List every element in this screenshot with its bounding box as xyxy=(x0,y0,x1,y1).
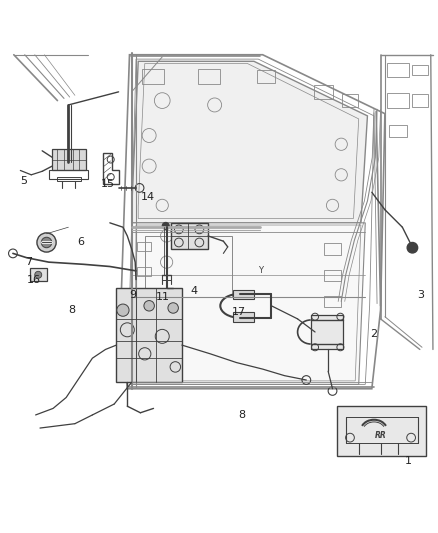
Circle shape xyxy=(168,303,178,313)
Polygon shape xyxy=(52,149,86,171)
Text: RR: RR xyxy=(374,431,386,440)
Circle shape xyxy=(162,222,169,229)
Polygon shape xyxy=(233,289,254,299)
Circle shape xyxy=(407,243,418,253)
Text: 16: 16 xyxy=(27,274,41,285)
Text: 11: 11 xyxy=(155,292,170,302)
Polygon shape xyxy=(131,223,365,384)
Text: 4: 4 xyxy=(191,286,198,295)
Text: 8: 8 xyxy=(239,410,246,420)
Polygon shape xyxy=(171,223,208,249)
Circle shape xyxy=(37,233,56,252)
Text: 14: 14 xyxy=(141,192,155,201)
Polygon shape xyxy=(132,61,367,223)
Text: 9: 9 xyxy=(130,290,137,300)
Text: 17: 17 xyxy=(232,308,246,317)
Text: 6: 6 xyxy=(77,238,84,247)
Text: Y: Y xyxy=(258,266,263,276)
Polygon shape xyxy=(117,288,182,382)
Text: 8: 8 xyxy=(68,305,75,315)
Text: 15: 15 xyxy=(101,179,115,189)
Polygon shape xyxy=(337,406,426,456)
Text: 3: 3 xyxy=(418,290,425,300)
Circle shape xyxy=(41,237,52,248)
Polygon shape xyxy=(311,314,343,350)
FancyBboxPatch shape xyxy=(29,268,47,281)
Text: 2: 2 xyxy=(370,329,377,339)
Text: 7: 7 xyxy=(25,257,32,267)
Circle shape xyxy=(35,271,42,278)
Text: 1: 1 xyxy=(405,456,412,466)
Text: 5: 5 xyxy=(20,176,27,187)
Polygon shape xyxy=(233,312,254,322)
Circle shape xyxy=(144,301,154,311)
Circle shape xyxy=(117,304,129,316)
